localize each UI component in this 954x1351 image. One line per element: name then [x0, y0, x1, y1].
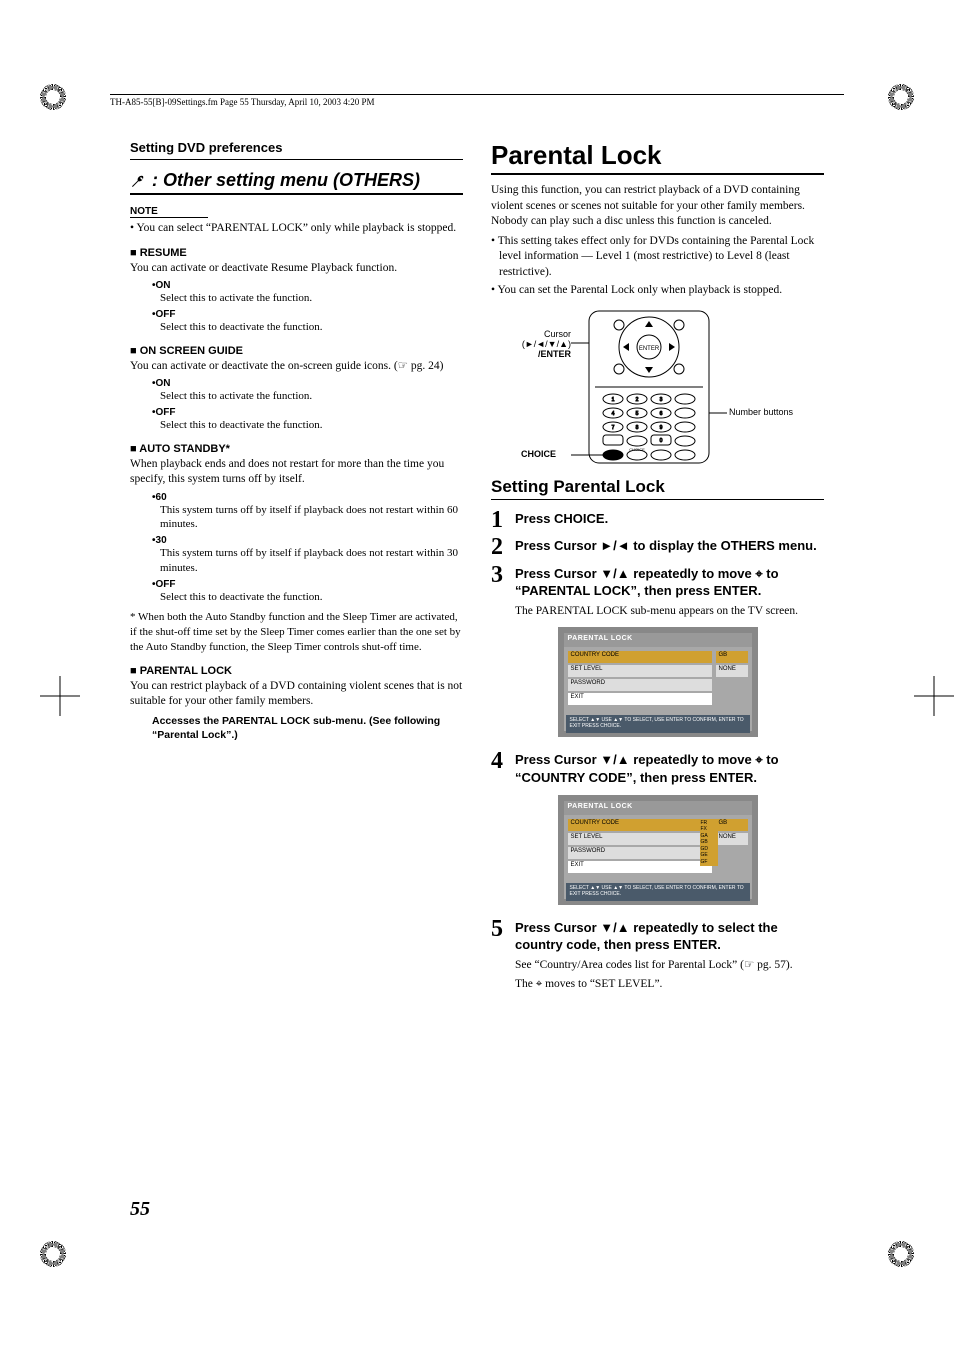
menu-row: PASSWORD [568, 679, 712, 691]
menu-options: FR FX GA GB GD GE GF [700, 819, 718, 867]
right-column: Parental Lock Using this function, you c… [491, 140, 824, 1191]
plock-access: Accesses the PARENTAL LOCK sub-menu. (Se… [152, 714, 463, 742]
svg-text:ENTER: ENTER [639, 346, 660, 352]
opt-60: 60 [152, 492, 463, 503]
menu-footer: SELECT ▲▼ USE ▲▼ TO SELECT, USE ENTER TO… [566, 715, 750, 733]
step-body: Press Cursor ▼/▲ repeatedly to select th… [515, 920, 778, 953]
remote-diagram: ENTER 1 2 3 4 5 6 [521, 307, 781, 467]
plock-intro: You can restrict playback of a DVD conta… [130, 679, 463, 710]
step-detail: The PARENTAL LOCK sub-menu appears on th… [515, 604, 824, 620]
menu-val: NONE [716, 665, 748, 677]
menu-screenshot-1: PARENTAL LOCK COUNTRY CODE GB SET LEVEL … [558, 627, 758, 737]
opt-on-desc: Select this to activate the function. [160, 389, 463, 403]
svg-text:6: 6 [660, 411, 663, 417]
label-cursor: Cursor [544, 329, 571, 339]
menu-row: EXIT [568, 693, 712, 705]
section-heading: Setting DVD preferences [130, 140, 463, 160]
svg-text:9: 9 [660, 425, 663, 431]
menu-title: : Other setting menu (OTHERS) [130, 170, 463, 195]
step-number: 1 [491, 510, 507, 532]
step-body: Press Cursor ▼/▲ repeatedly to move ⌖ to… [515, 751, 824, 786]
step-number: 4 [491, 751, 507, 773]
header-line: TH-A85-55[B]-09Settings.fm Page 55 Thurs… [110, 94, 844, 107]
opt-30-desc: This system turns off by itself if playb… [160, 546, 463, 575]
step-detail: The ⌖ moves to “SET LEVEL”. [515, 977, 824, 993]
step-3: 3 Press Cursor ▼/▲ repeatedly to move ⌖ … [491, 565, 824, 620]
step-body: Press Cursor ▼/▲ repeatedly to move ⌖ to… [515, 566, 779, 599]
standby-intro: When playback ends and does not restart … [130, 457, 463, 488]
h3-setting: Setting Parental Lock [491, 477, 824, 500]
resume-intro: You can activate or deactivate Resume Pl… [130, 261, 463, 277]
standby-foot: * When both the Auto Standby function an… [130, 610, 463, 655]
step-number: 2 [491, 537, 507, 559]
opt-off: OFF [152, 579, 463, 590]
svg-text:3: 3 [660, 397, 663, 403]
menu-row: EXIT [568, 861, 712, 873]
note-text: • You can select “PARENTAL LOCK” only wh… [130, 221, 463, 237]
step-number: 3 [491, 565, 507, 587]
opt-on: ON [152, 280, 463, 291]
label-cursor2: (►/◄/▼/▲) [522, 339, 571, 349]
svg-text:5: 5 [636, 411, 639, 417]
step-5: 5 Press Cursor ▼/▲ repeatedly to select … [491, 919, 824, 993]
menu-title: PARENTAL LOCK [564, 633, 752, 647]
svg-text:2: 2 [636, 397, 639, 403]
wrench-icon [130, 173, 146, 189]
svg-text:1: 1 [612, 397, 615, 403]
bullet-2: • You can set the Parental Lock only whe… [491, 283, 824, 299]
crop-mark [888, 1241, 914, 1267]
menu-val: NONE [716, 833, 748, 845]
menu-val: GB [716, 651, 748, 663]
menu-title-text: : Other setting menu (OTHERS) [152, 170, 420, 191]
subhead-standby: AUTO STANDBY* [130, 443, 463, 455]
menu-title: PARENTAL LOCK [564, 801, 752, 815]
opt-off-desc: Select this to deactivate the function. [160, 320, 463, 334]
menu-screenshot-2: PARENTAL LOCK COUNTRY CODE GB SET LEVEL … [558, 795, 758, 905]
menu-row: COUNTRY CODE [568, 819, 712, 831]
left-column: Setting DVD preferences : Other setting … [130, 140, 463, 1191]
menu-row: SET LEVEL [568, 665, 712, 677]
menu-row: COUNTRY CODE [568, 651, 712, 663]
svg-text:4: 4 [612, 411, 615, 417]
note-label: NOTE [130, 206, 208, 218]
menu-val: GB [716, 819, 748, 831]
label-enter: /ENTER [538, 349, 571, 359]
subhead-resume: RESUME [130, 247, 463, 259]
svg-text:0: 0 [660, 438, 663, 444]
opt-60-desc: This system turns off by itself if playb… [160, 503, 463, 532]
crop-mark [40, 84, 66, 110]
svg-text:8: 8 [636, 425, 639, 431]
opt-off-desc: Select this to deactivate the function. [160, 418, 463, 432]
step-1: 1 Press CHOICE. [491, 510, 824, 532]
subhead-plock: PARENTAL LOCK [130, 665, 463, 677]
opt-on-desc: Select this to activate the function. [160, 291, 463, 305]
menu-row: SET LEVEL [568, 833, 712, 845]
svg-text:7: 7 [612, 425, 615, 431]
crop-mark [40, 1241, 66, 1267]
subhead-osg: ON SCREEN GUIDE [130, 345, 463, 357]
crop-mark [888, 84, 914, 110]
page-content: Setting DVD preferences : Other setting … [130, 140, 824, 1191]
step-body: Press CHOICE. [515, 510, 608, 528]
big-title: Parental Lock [491, 140, 824, 175]
label-choice: CHOICE [521, 449, 556, 459]
opt-on: ON [152, 378, 463, 389]
label-number: Number buttons [729, 407, 793, 417]
opt-off: OFF [152, 309, 463, 320]
svg-text:CHOICE: CHOICE [629, 447, 645, 452]
step-detail: See “Country/Area codes list for Parenta… [515, 958, 824, 974]
opt-off: OFF [152, 407, 463, 418]
menu-footer: SELECT ▲▼ USE ▲▼ TO SELECT, USE ENTER TO… [566, 883, 750, 901]
opt-off-desc: Select this to deactivate the function. [160, 590, 463, 604]
intro-text: Using this function, you can restrict pl… [491, 183, 824, 230]
step-2: 2 Press Cursor ►/◄ to display the OTHERS… [491, 537, 824, 559]
opt-30: 30 [152, 535, 463, 546]
bullet-1: • This setting takes effect only for DVD… [491, 234, 824, 281]
step-number: 5 [491, 919, 507, 941]
page-number: 55 [130, 1198, 150, 1221]
step-4: 4 Press Cursor ▼/▲ repeatedly to move ⌖ … [491, 751, 824, 786]
menu-row: PASSWORD [568, 847, 712, 859]
step-body: Press Cursor ►/◄ to display the OTHERS m… [515, 537, 817, 555]
osg-intro: You can activate or deactivate the on-sc… [130, 359, 463, 375]
